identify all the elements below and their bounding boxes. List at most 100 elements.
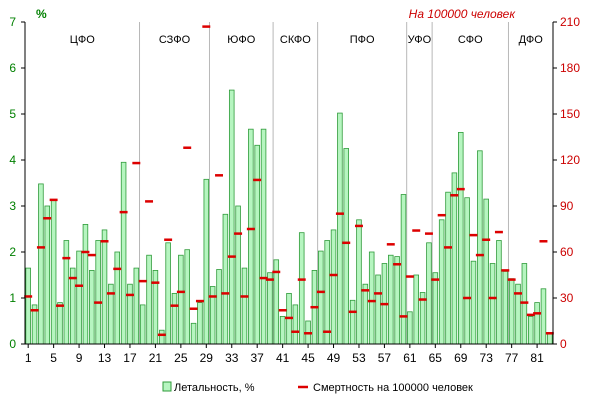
x-tick-label: 13 <box>98 351 112 365</box>
bar <box>254 144 260 345</box>
bar <box>298 232 305 345</box>
bar <box>139 304 146 345</box>
region-dividers <box>139 22 509 344</box>
region-label: ДФО <box>519 34 544 46</box>
bar <box>178 254 184 345</box>
region-labels: ЦФО СЗФО ЮФО СКФО ПФО УФО СФО ДФО <box>70 34 544 46</box>
x-tick-label: 5 <box>50 351 57 365</box>
bar <box>438 219 445 345</box>
bar <box>209 286 216 345</box>
bar <box>25 267 31 345</box>
bar <box>496 240 502 345</box>
x-tick-label: 57 <box>378 351 392 365</box>
right-tick-label: 120 <box>560 153 580 167</box>
bar <box>464 197 470 345</box>
region-label: ПФО <box>350 34 375 46</box>
bar <box>279 315 286 345</box>
bar <box>50 200 57 345</box>
x-tick-label: 65 <box>429 351 443 365</box>
bar <box>388 254 394 345</box>
legend: Летальность, % Смертность на 100000 чело… <box>162 381 473 394</box>
x-tick-label: 21 <box>149 351 163 365</box>
left-tick-label: 2 <box>9 245 16 259</box>
region-label: СКФО <box>280 34 311 46</box>
region-label: СЗФО <box>159 34 191 46</box>
bar <box>337 112 343 345</box>
bar <box>318 250 324 345</box>
bar <box>159 329 165 345</box>
left-tick-label: 5 <box>9 107 16 121</box>
right-tick-label: 0 <box>560 337 567 351</box>
bar <box>38 183 44 345</box>
bar <box>349 299 356 345</box>
region-label: УФО <box>408 34 432 46</box>
bar <box>407 311 413 345</box>
right-tick-label: 30 <box>560 291 574 305</box>
bar <box>368 251 375 345</box>
bar <box>292 304 299 345</box>
bar <box>69 267 76 345</box>
bar <box>267 272 273 345</box>
bar <box>324 240 330 345</box>
bar <box>57 302 63 345</box>
left-ticks: 0 1 2 3 4 5 6 7 <box>9 15 25 351</box>
right-tick-label: 180 <box>560 61 580 75</box>
bar <box>540 288 547 345</box>
x-tick-label: 53 <box>352 351 366 365</box>
bar <box>165 242 171 345</box>
bar <box>451 172 458 345</box>
bar <box>362 283 369 345</box>
bar <box>330 229 337 345</box>
left-tick-label: 1 <box>9 291 16 305</box>
bar <box>477 150 483 345</box>
bar <box>44 205 51 345</box>
bar <box>228 89 235 345</box>
x-tick-label: 1 <box>25 351 32 365</box>
bar <box>445 191 451 345</box>
legend-swatch-lethality <box>162 381 172 392</box>
x-tick-label: 17 <box>123 351 137 365</box>
bar <box>489 263 496 345</box>
bar <box>101 229 108 345</box>
legend-label-lethality: Летальность, % <box>174 382 255 394</box>
bar <box>483 198 489 345</box>
x-tick-label: 25 <box>174 351 188 365</box>
bar <box>95 240 101 345</box>
bar <box>184 249 190 345</box>
x-tick-label: 69 <box>454 351 468 365</box>
bar <box>222 213 229 345</box>
bar <box>203 178 210 345</box>
bar <box>127 283 133 345</box>
bar <box>114 251 120 345</box>
bar <box>216 269 222 345</box>
region-label: ЮФО <box>227 34 255 46</box>
bar <box>89 269 95 345</box>
right-ticks: 0 30 60 90 120 150 180 210 <box>553 15 580 351</box>
bar <box>470 260 477 345</box>
left-tick-label: 6 <box>9 61 16 75</box>
bar <box>426 242 432 345</box>
right-tick-label: 210 <box>560 15 580 29</box>
mortality-series <box>24 25 554 337</box>
right-tick-label: 60 <box>560 245 574 259</box>
bar <box>508 278 515 345</box>
bar <box>197 302 203 345</box>
x-ticks: 1 5 9 13 17 21 25 29 33 37 41 45 49 53 57 61 65 69 73 77 81 <box>25 344 544 365</box>
x-tick-label: 9 <box>76 351 83 365</box>
bar <box>356 219 362 345</box>
bar <box>260 128 267 345</box>
bar <box>502 270 509 345</box>
right-tick-label: 90 <box>560 199 574 213</box>
x-tick-label: 81 <box>530 351 544 365</box>
bar <box>400 194 407 345</box>
bar <box>120 161 127 345</box>
bar <box>133 267 140 345</box>
bar <box>394 256 400 345</box>
x-tick-label: 37 <box>251 351 265 365</box>
right-tick-label: 150 <box>560 107 580 121</box>
bar <box>248 128 254 345</box>
bar <box>76 250 82 345</box>
region-label: ЦФО <box>70 34 96 46</box>
bar <box>63 240 70 345</box>
